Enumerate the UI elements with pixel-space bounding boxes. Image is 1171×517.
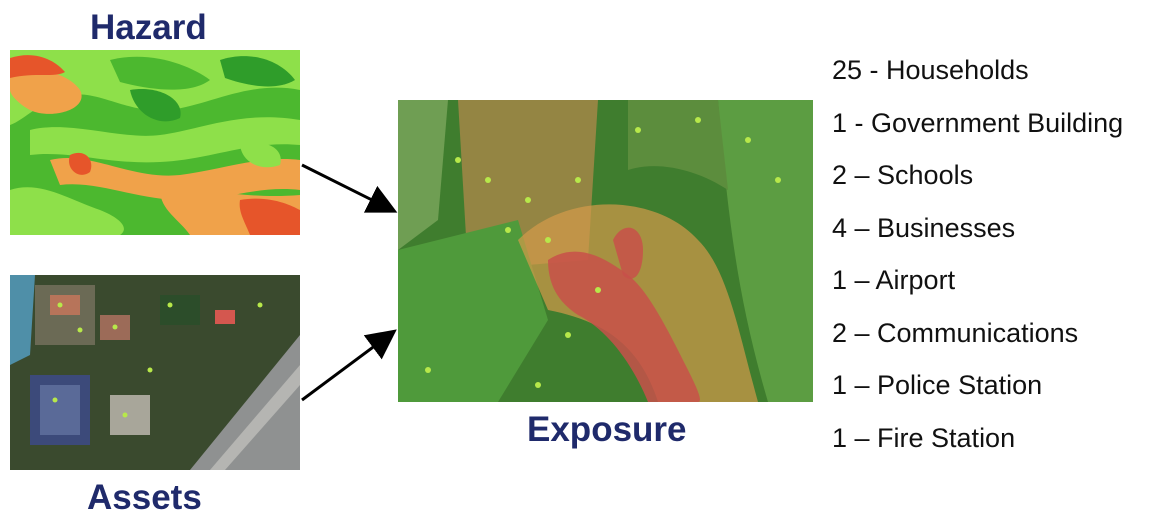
exposure-item-businesses: 4 – Businesses <box>832 212 1016 243</box>
exposure-item-fire-station: 1 – Fire Station <box>832 422 1016 453</box>
exposure-item-government-building: 1 - Government Building <box>832 107 1124 138</box>
assets-arrow <box>301 329 397 402</box>
hazard-title: Hazard <box>90 8 207 47</box>
exposure-item-police-station: 1 – Police Station <box>832 370 1043 400</box>
exposure-map <box>398 100 813 402</box>
exposure-title: Exposure <box>527 410 687 449</box>
assets-title: Assets <box>87 478 202 517</box>
assets-map <box>10 275 300 470</box>
exposure-item-households: 25 - Households <box>832 55 1029 85</box>
exposure-list: 25 - Households 1 - Government Building … <box>832 52 1123 472</box>
exposure-item-schools: 2 – Schools <box>832 160 974 190</box>
hazard-map <box>10 50 300 235</box>
hazard-arrow <box>301 163 398 213</box>
exposure-item-communications: 2 – Communications <box>832 317 1079 348</box>
exposure-item-airport: 1 – Airport <box>832 265 956 295</box>
